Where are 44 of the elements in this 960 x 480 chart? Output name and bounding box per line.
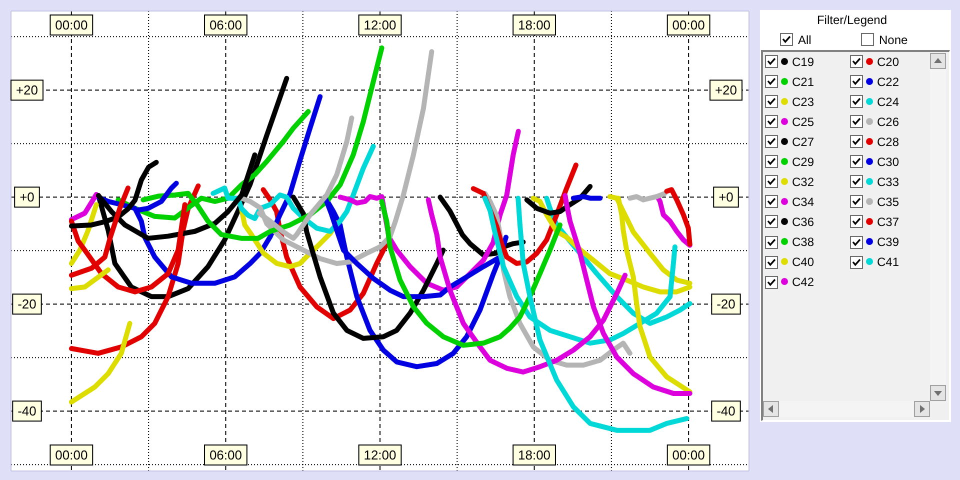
legend-label: C21 [792,74,814,89]
legend-label: C39 [877,235,900,250]
legend-label: C33 [877,174,900,189]
legend-label: C42 [792,275,814,290]
legend-label: C29 [792,154,814,169]
text: All [798,33,812,47]
legend-label: C28 [877,134,900,149]
text: None [879,33,908,47]
x2-tick-label: 00:00 [672,18,705,32]
x-tick-label: 06:00 [209,448,242,462]
legend-label: C25 [792,114,814,129]
legend-label: C34 [792,194,814,209]
legend-label: C41 [877,255,900,270]
legend-label: C22 [877,74,900,89]
y-tick-label: +20 [16,82,38,98]
x-tick-label: 00:00 [672,448,705,462]
y2-tick-label: -40 [716,404,736,419]
legend-label: C26 [877,114,900,129]
legend-label: C35 [877,194,900,209]
legend-label: C37 [877,214,900,229]
x2-tick-label: 00:00 [55,18,88,32]
x-tick-label: 00:00 [55,448,88,462]
x2-tick-label: 06:00 [209,18,242,32]
x-tick-label: 18:00 [518,448,551,462]
legend-label: C27 [792,134,814,149]
legend-label: C23 [792,94,814,109]
y-tick-label: +0 [20,190,34,205]
y2-tick-label: +0 [718,190,734,205]
y-tick-label: -20 [18,296,36,312]
legend-label: C20 [877,54,900,68]
x-tick-label: 12:00 [364,448,396,462]
x2-tick-label: 12:00 [364,18,396,32]
legend-label: C24 [877,94,900,109]
x2-tick-label: 18:00 [518,18,551,32]
legend-label: C30 [877,154,900,169]
legend-label: C32 [792,174,814,189]
legend-title: Filter/Legend [816,13,888,27]
legend-label: C38 [792,235,814,250]
legend-label: C36 [792,214,814,229]
y-tick-label: -40 [18,404,36,419]
y2-tick-label: +20 [714,82,738,98]
y2-tick-label: -20 [716,296,736,312]
legend-label: C40 [792,255,814,270]
legend-label: C19 [792,54,814,68]
